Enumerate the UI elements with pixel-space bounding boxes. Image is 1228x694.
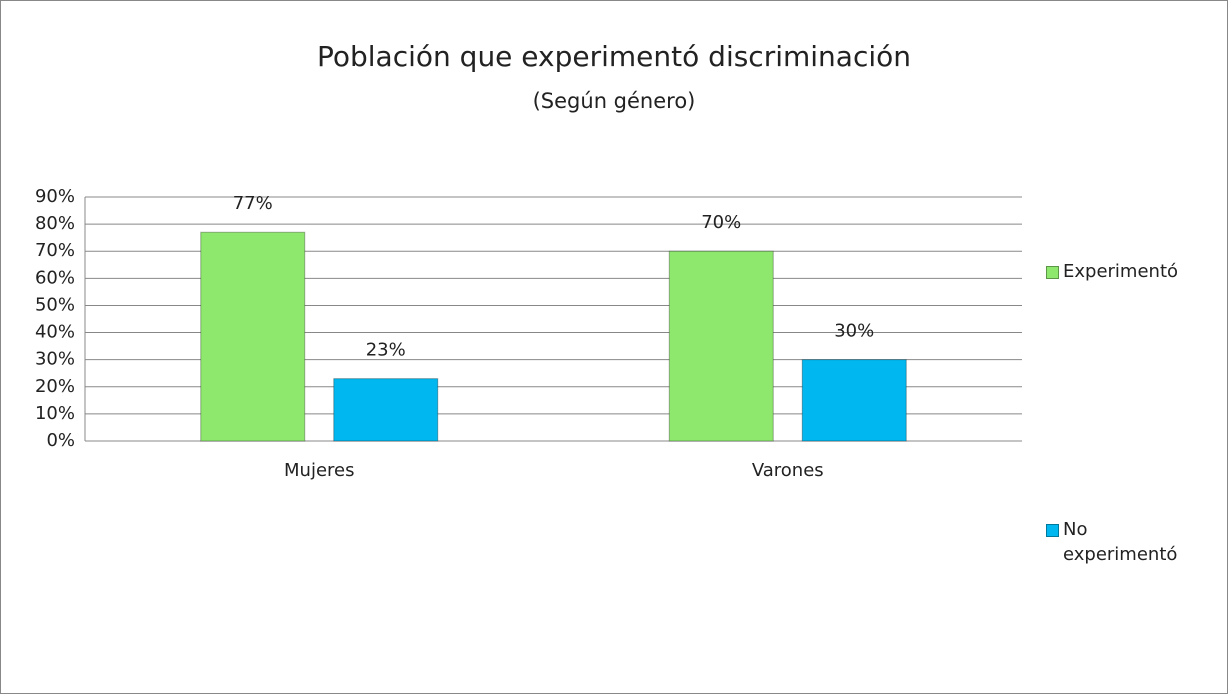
y-tick-label: 50% [35,294,75,315]
y-tick-label: 10% [35,403,75,424]
y-tick-label: 30% [35,349,75,370]
data-label: 77% [233,193,273,214]
data-label: 70% [701,212,741,233]
legend-label: Experimentó [1063,261,1179,282]
x-tick-label: Mujeres [284,460,354,481]
legend-label: No experimentó [1063,519,1178,565]
x-tick-label: Varones [752,460,824,481]
legend-swatch [1046,266,1059,279]
y-tick-label: 80% [35,213,75,234]
y-tick-label: 90% [35,186,75,207]
bar [668,250,774,442]
y-tick-label: 60% [35,267,75,288]
chart-title: Población que experimentó discriminación [317,40,911,73]
bar [801,359,907,442]
bar [200,231,306,442]
y-tick-label: 20% [35,376,75,397]
y-tick-label: 0% [46,430,75,451]
legend-swatch [1046,524,1059,537]
y-tick-label: 40% [35,322,75,343]
y-tick-label: 70% [35,240,75,261]
legend-item: No experimentó [1046,518,1226,567]
legend-item: Experimentó [1046,260,1226,284]
bar [333,378,439,442]
data-label: 30% [834,321,874,342]
chart-subtitle: (Según género) [533,89,696,113]
data-label: 23% [366,340,406,361]
